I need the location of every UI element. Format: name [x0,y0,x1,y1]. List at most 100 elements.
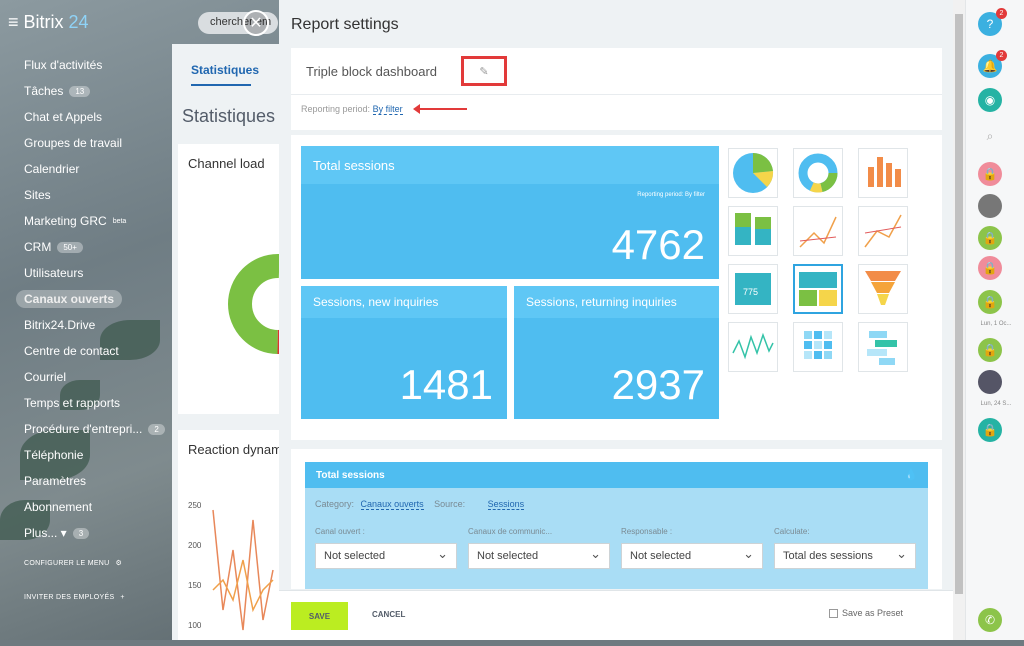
menu-item[interactable]: Sites [24,182,165,208]
menu-item[interactable]: Chat et Appels [24,104,165,130]
view-gantt[interactable] [858,322,908,372]
menu-label: CRM [24,240,52,254]
menu-item[interactable]: Calendrier [24,156,165,182]
top-bar: ≡ Bitrix 24 chercher em [0,0,280,44]
number-block-icon: 775 [735,273,771,305]
invite-button[interactable]: INVITER DES EMPLOYÉS + [24,580,165,614]
menu-count: 13 [69,85,91,97]
view-donut[interactable] [793,148,843,198]
tile-value: 2937 [611,361,705,408]
lock-icon[interactable]: 🔒 [978,338,1002,362]
configure-menu-label: CONFIGURER LE MENU [24,559,110,567]
donut-chart [228,254,280,354]
pie-chart-icon [733,152,774,193]
responsable-select[interactable]: Not selected [621,543,763,569]
line-chart-icon [799,216,837,248]
scrollbar[interactable] [953,0,965,640]
view-bar[interactable] [858,148,908,198]
menu-label: Canaux ouverts [16,290,123,308]
edit-name-button[interactable]: ✎ [461,56,507,86]
logo[interactable]: ≡ Bitrix 24 [8,12,89,33]
gantt-icon [867,331,897,365]
menu-label: Paramètres [24,474,87,488]
view-number[interactable]: 775 [728,264,778,314]
view-line-2[interactable] [858,206,908,256]
calculate-select[interactable]: Total des sessions [774,543,916,569]
menu-label: Temps et rapports [24,396,121,410]
tile-value: 4762 [611,221,705,268]
menu-item[interactable]: Marketing GRC beta [24,208,165,234]
lock-icon[interactable]: 🔒 [978,162,1002,186]
menu-item[interactable]: Tâches 13 [24,78,165,104]
menu-item[interactable]: Téléphonie [24,442,165,468]
canal-ouvert-select[interactable]: Not selected [315,543,457,569]
menu-item[interactable]: Courriel [24,364,165,390]
widget-box: Total sessions 💧 Category: Canaux ouvert… [305,462,928,589]
search-icon[interactable]: ⌕ [986,128,994,143]
menu-item[interactable]: Plus... ▾ 3 [24,520,165,546]
view-line[interactable] [793,206,843,256]
menu-item[interactable]: Temps et rapports [24,390,165,416]
reporting-period-link[interactable]: By filter [372,104,403,115]
menu-item-active[interactable]: Canaux ouverts [16,286,165,312]
canaux-communication-select[interactable]: Not selected [468,543,610,569]
menu-item[interactable]: Abonnement [24,494,165,520]
menu-item[interactable]: Bitrix24.Drive [24,312,165,338]
menu-item[interactable]: Centre de contact [24,338,165,364]
menu-item[interactable]: CRM 50+ [24,234,165,260]
tab-statistiques[interactable]: Statistiques [191,63,260,77]
view-pie[interactable] [728,148,778,198]
y-axis: 250 200 150 100 [188,486,201,646]
bar-chart-icon [868,157,901,187]
phone-icon[interactable]: ✆ [978,608,1002,632]
view-triple-block-selected[interactable] [793,264,843,314]
cancel-button[interactable]: CANCEL [372,610,406,619]
lock-icon[interactable]: 🔒 [978,256,1002,280]
notif-badge: 2 [996,50,1007,61]
menu-item[interactable]: Procédure d'entrepri... 2 [24,416,165,442]
view-heatmap[interactable] [793,322,843,372]
chat-icon[interactable]: ◉ [978,88,1002,112]
report-name: Triple block dashboard [306,64,438,79]
stacked-bar-icon [735,213,771,245]
menu-label: Téléphonie [24,448,84,462]
view-stacked-bar[interactable] [728,206,778,256]
tile-title: Sessions, new inquiries [301,286,507,318]
menu-label: Groupes de travail [24,136,123,150]
save-as-preset[interactable]: Save as Preset [829,608,903,618]
tile-value: 1481 [399,361,493,408]
category-link[interactable]: Canaux ouverts [360,499,424,510]
preset-label: Save as Preset [842,608,904,618]
svg-text:775: 775 [743,287,758,297]
view-spark[interactable] [728,322,778,372]
tile-title: Sessions, returning inquiries [514,286,719,318]
lock-icon[interactable]: 🔒 [978,290,1002,314]
reporting-period: Reporting period: By filter [301,104,403,115]
configure-menu-button[interactable]: CONFIGURER LE MENU ⚙ [24,546,165,580]
reporting-period-label: Reporting period: [301,104,371,114]
close-icon[interactable]: ✕ [243,10,269,36]
help-icon[interactable]: ? 2 [978,8,1007,36]
source-link[interactable]: Sessions [487,499,525,510]
scrollbar-thumb[interactable] [955,14,963,594]
heatmap-icon [804,331,832,359]
menu-label: Flux d'activités [24,58,103,72]
reaction-card: Reaction dynam 250 200 150 100 [178,430,282,640]
source-label: Source: [434,499,466,509]
lock-icon[interactable]: 🔒 [978,226,1002,250]
menu-label: Procédure d'entrepri... [24,422,143,436]
view-funnel[interactable] [858,264,908,314]
avatar[interactable] [978,370,1002,394]
menu-item[interactable]: Flux d'activités [24,52,165,78]
hamburger-icon[interactable]: ≡ [8,12,19,32]
line-chart-icon [864,214,902,248]
color-drop-icon[interactable]: 💧 [904,469,918,481]
save-button[interactable]: SAVE [291,602,348,630]
avatar[interactable] [978,194,1002,218]
preset-checkbox[interactable] [829,608,838,618]
menu-item[interactable]: Paramètres [24,468,165,494]
menu-item[interactable]: Utilisateurs [24,260,165,286]
menu-item[interactable]: Groupes de travail [24,130,165,156]
lock-icon[interactable]: 🔒 [978,418,1002,442]
bell-icon[interactable]: 🔔 2 [978,50,1007,78]
